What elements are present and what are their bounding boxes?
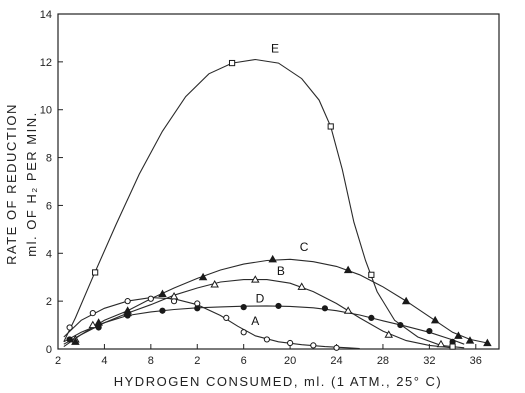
point-b	[436, 339, 446, 348]
series-label-a: A	[251, 314, 259, 328]
point-c	[71, 337, 80, 345]
x-tick-label: 4	[101, 355, 107, 367]
series-markers	[66, 59, 492, 351]
x-tick-label: 8	[148, 355, 154, 367]
point-a	[263, 336, 270, 343]
y-tick-label: 10	[40, 105, 52, 117]
y-tick-label: 14	[40, 9, 52, 21]
point-c	[343, 265, 353, 274]
point-e	[368, 271, 375, 278]
series-label-d: D	[256, 291, 265, 305]
x-tick-label: 20	[284, 355, 296, 367]
point-c	[465, 336, 475, 344]
curve-e	[63, 58, 465, 349]
point-a	[240, 329, 247, 336]
x-tick-label: 2	[55, 355, 61, 367]
curve-c	[63, 258, 488, 348]
point-d	[275, 302, 282, 310]
x-tick-label: 36	[470, 355, 482, 367]
point-b	[343, 306, 353, 314]
point-d	[397, 321, 404, 329]
x-tick-label: 2	[194, 355, 200, 367]
point-a	[333, 344, 340, 351]
x-axis-title: HYDROGEN CONSUMED, ml. (1 ATM., 25° C)	[114, 374, 442, 389]
point-c	[123, 306, 132, 314]
point-b	[169, 291, 179, 300]
y-tick-label: 2	[46, 296, 52, 308]
y-tick-label: 12	[40, 57, 52, 69]
point-e	[228, 59, 236, 67]
y-axis-title: RATE OF REDUCTION	[4, 103, 19, 265]
x-tick-label: 24	[330, 355, 342, 367]
point-b	[88, 320, 98, 329]
point-d	[159, 307, 166, 314]
point-a	[89, 310, 96, 317]
point-b	[251, 275, 260, 283]
point-b	[297, 282, 306, 290]
series-label-b: B	[277, 264, 285, 278]
point-d	[368, 314, 375, 321]
x-tick-label: 32	[423, 355, 435, 367]
point-e	[92, 269, 99, 276]
x-tick-label: 6	[241, 355, 247, 367]
x-tick-label: 28	[377, 355, 389, 367]
point-d	[240, 304, 247, 311]
series-label-c: C	[300, 240, 309, 254]
point-d	[321, 305, 329, 312]
point-c	[483, 338, 492, 347]
point-d	[66, 336, 73, 343]
y-tick-label: 6	[46, 200, 52, 212]
point-a	[287, 339, 294, 347]
curve-a	[63, 297, 360, 350]
point-d	[95, 324, 102, 331]
series-label-e: E	[271, 41, 279, 55]
point-a	[223, 314, 230, 321]
point-c	[158, 289, 167, 298]
point-a	[124, 298, 131, 305]
point-c	[454, 331, 463, 339]
y-axis-subtitle: ml. OF H₂ PER MIN.	[24, 111, 39, 256]
point-c	[430, 315, 440, 324]
point-b	[210, 279, 219, 288]
point-d	[194, 305, 201, 312]
point-d	[426, 327, 433, 335]
point-e	[449, 343, 456, 350]
y-tick-label: 4	[46, 248, 52, 260]
y-tick-label: 0	[46, 344, 52, 356]
y-tick-label: 8	[46, 153, 52, 165]
point-c	[198, 272, 208, 281]
plot-frame	[57, 13, 500, 350]
point-e	[327, 123, 334, 130]
point-a	[310, 342, 317, 349]
point-c	[268, 254, 277, 263]
point-b	[384, 330, 394, 338]
point-c	[401, 296, 411, 305]
point-d	[124, 312, 131, 319]
point-a	[66, 324, 73, 331]
series-labels: A B C D E	[251, 41, 308, 328]
point-a	[147, 295, 154, 302]
